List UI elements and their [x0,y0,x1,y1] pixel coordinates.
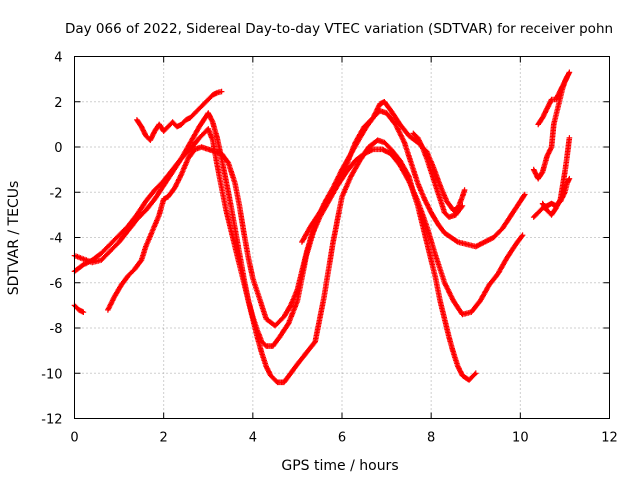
series-arc-c [134,88,225,143]
x-tick-label: 6 [338,431,346,446]
y-tick-label: 0 [54,141,62,156]
y-tick-label: -12 [41,413,62,428]
data-point-markers [134,88,225,143]
axis-ticks: 0 2 4 6 8 10 12 4 2 0 -2 -4 -6 -8 -10 -12 [41,51,618,446]
y-axis-label: SDTVAR / TECUs [6,181,22,296]
y-tick-label: -8 [50,322,63,337]
data-point-markers [71,302,87,315]
data-point-markers [539,135,573,218]
series-arc-d [71,302,87,315]
x-tick-label: 8 [427,431,435,446]
data-point-markers [535,74,570,128]
y-tick-label: -2 [50,186,63,201]
x-axis-label: GPS time / hours [281,458,398,474]
y-tick-label: 2 [54,96,62,111]
y-tick-label: -4 [50,232,63,247]
data-point-markers [410,130,466,220]
y-tick-label: -10 [41,367,62,382]
y-tick-label: -6 [50,277,63,292]
x-tick-label: 10 [512,431,529,446]
data-marks [71,69,573,386]
series-arc-f [299,99,468,245]
x-tick-label: 2 [160,431,168,446]
grid [74,56,610,419]
chart-title: Day 066 of 2022, Sidereal Day-to-day VTE… [65,21,613,37]
series-arc-i [535,74,570,128]
series-arc-k [539,135,573,218]
x-tick-label: 12 [601,431,618,446]
x-tick-label: 0 [70,431,78,446]
series-arc-g [410,130,466,220]
data-point-markers [299,99,468,245]
x-tick-label: 4 [249,431,257,446]
y-tick-label: 4 [54,51,62,66]
